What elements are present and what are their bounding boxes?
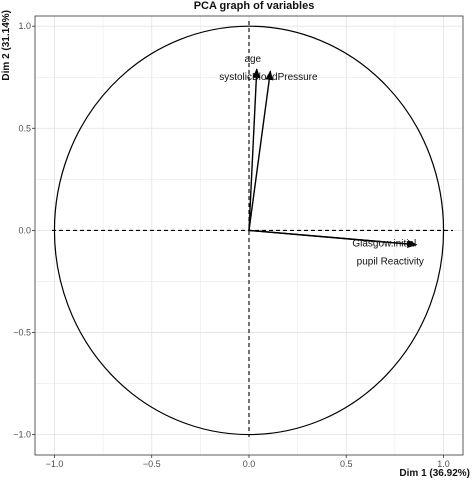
y-axis-title: Dim 2 (31.14%) — [1, 10, 12, 81]
y-axis-ticks: −1.0 −0.5 0.0 0.5 1.0 — [13, 21, 35, 440]
x-tick-label: 0.5 — [340, 459, 353, 469]
chart-title: PCA graph of variables — [194, 0, 315, 12]
variable-arrow — [248, 68, 261, 231]
x-tick-label: −0.5 — [143, 459, 161, 469]
variable-label: pupil Reactivity — [357, 257, 424, 268]
x-tick-label: 0.0 — [243, 459, 256, 469]
variable-labels: age systolicBloodPressure Glasgow.initial p… — [219, 54, 424, 268]
correlation-circle — [53, 25, 445, 436]
variable-label: age — [244, 54, 261, 65]
variable-arrows — [248, 68, 418, 248]
y-tick-label: 0.0 — [18, 225, 31, 235]
x-axis-title: Dim 1 (36.92%) — [399, 468, 470, 479]
x-tick-label: 1.0 — [437, 459, 450, 469]
variable-arrow — [248, 70, 274, 231]
variable-label: systolicBloodPressure — [219, 72, 318, 83]
y-tick-label: 1.0 — [18, 21, 31, 31]
zero-axis-lines — [52, 21, 453, 437]
y-tick-label: −0.5 — [13, 327, 31, 337]
variable-arrow — [248, 229, 418, 248]
x-tick-label: −1.0 — [46, 459, 64, 469]
y-tick-label: 0.5 — [18, 123, 31, 133]
x-axis-ticks: −1.0 −0.5 0.0 0.5 1.0 — [46, 455, 450, 469]
variable-label: Glasgow.initial — [352, 239, 416, 250]
y-tick-label: −1.0 — [13, 430, 31, 440]
